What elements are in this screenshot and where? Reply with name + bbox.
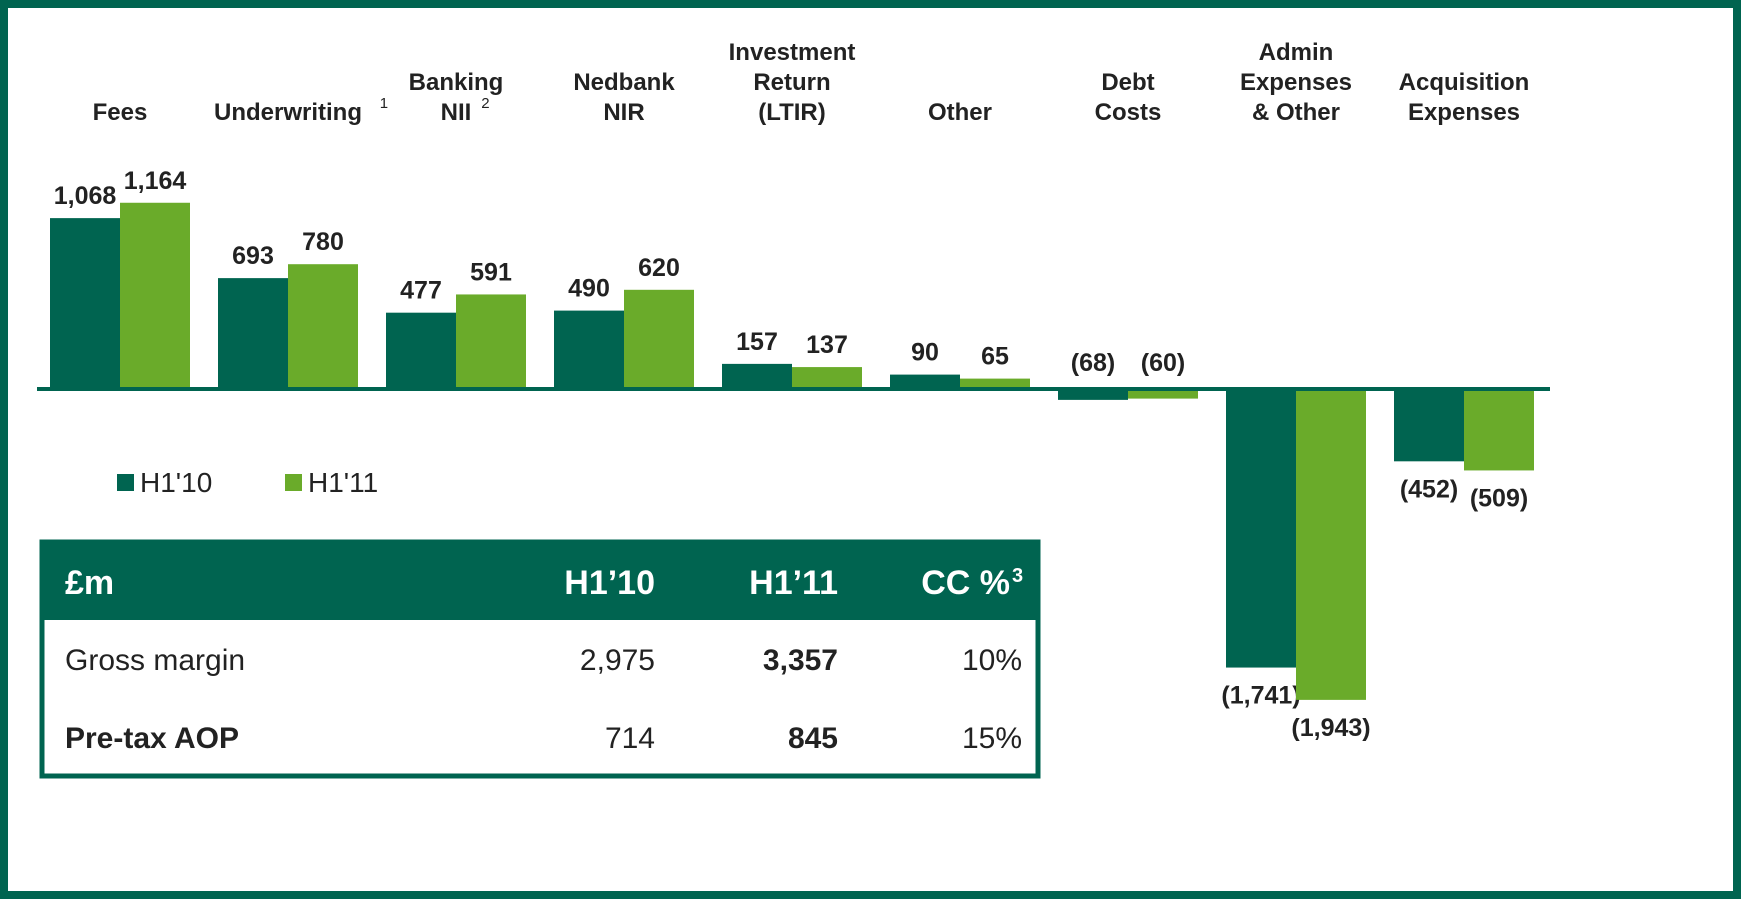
table-header-cell: H1’10	[564, 564, 655, 602]
category-label: Admin Expenses & Other	[1240, 39, 1352, 126]
category-line: NIR	[603, 99, 644, 126]
category-line: Underwriting	[214, 99, 362, 126]
category-line: & Other	[1252, 99, 1340, 126]
value-label: 90	[911, 339, 939, 367]
bar	[218, 278, 288, 389]
table-cell: Pre-tax AOP	[65, 722, 239, 755]
category-line: Acquisition	[1399, 69, 1530, 96]
category-label: Nedbank NIR	[573, 69, 675, 126]
value-label: 477	[400, 277, 442, 305]
value-label: 1,164	[124, 167, 187, 195]
value-label: 137	[806, 331, 848, 359]
category-label: Banking NII	[409, 69, 504, 126]
bar	[1296, 389, 1366, 700]
category-note: 2	[481, 95, 489, 112]
category-line: Expenses	[1408, 99, 1520, 126]
table-cell: 3,357	[763, 644, 838, 677]
bar	[792, 367, 862, 389]
value-label: (509)	[1470, 484, 1528, 512]
category-line: Debt	[1101, 69, 1154, 96]
value-label: 780	[302, 228, 344, 256]
value-label: (68)	[1071, 349, 1115, 377]
value-label: (452)	[1400, 475, 1458, 503]
table-cell: 10%	[962, 644, 1022, 677]
category-label: Fees	[93, 99, 148, 126]
table-cell: 15%	[962, 722, 1022, 755]
category-note: 1	[380, 95, 388, 112]
bar	[554, 310, 624, 389]
table-header	[42, 542, 1038, 620]
value-label: 693	[232, 242, 274, 270]
category-line: NII	[441, 99, 472, 126]
bar	[288, 264, 358, 389]
table-header-cell: CC %	[921, 564, 1010, 602]
category-line: Other	[928, 99, 992, 126]
category-label: Debt Costs	[1095, 69, 1162, 126]
category-line: Admin	[1259, 39, 1334, 66]
category-line: (LTIR)	[758, 99, 826, 126]
category-line: Costs	[1095, 99, 1162, 126]
bar	[624, 289, 694, 389]
table-header-cell: £m	[65, 564, 114, 602]
category-label: Underwriting	[214, 99, 362, 126]
legend-swatch	[285, 474, 302, 491]
category-line: Expenses	[1240, 69, 1352, 96]
value-label: 490	[568, 275, 610, 303]
legend-label: H1'11	[308, 467, 378, 498]
table-cell: 845	[788, 722, 838, 755]
table-cell: 714	[605, 722, 655, 755]
value-label: (60)	[1141, 349, 1185, 377]
bar	[50, 218, 120, 389]
table-header-note: 3	[1012, 565, 1023, 587]
value-label: 591	[470, 258, 512, 286]
value-label: 1,068	[54, 182, 117, 210]
bar	[120, 202, 190, 389]
table-header-cell: H1’11	[749, 564, 838, 602]
category-line: Nedbank	[573, 69, 675, 96]
table-cell: Gross margin	[65, 644, 245, 677]
value-label: 620	[638, 254, 680, 282]
bar	[960, 378, 1030, 389]
category-line: Fees	[93, 99, 148, 126]
category-label: Investment Return (LTIR)	[729, 39, 856, 126]
bar	[1128, 389, 1198, 399]
value-label: (1,741)	[1221, 682, 1300, 710]
legend-swatch	[117, 474, 134, 491]
bar	[1464, 389, 1534, 471]
value-label: (1,943)	[1291, 714, 1370, 742]
bar	[1394, 389, 1464, 462]
category-line: Banking	[409, 69, 504, 96]
bar	[386, 312, 456, 389]
bar	[1058, 389, 1128, 400]
bar	[722, 363, 792, 389]
category-label: Acquisition Expenses	[1399, 69, 1530, 126]
category-line: Return	[753, 69, 830, 96]
bar	[890, 374, 960, 389]
value-label: 157	[736, 328, 778, 356]
legend-label: H1'10	[140, 467, 212, 498]
value-label: 65	[981, 343, 1009, 371]
table-cell: 2,975	[580, 644, 655, 677]
category-label: Other	[928, 99, 992, 126]
bar	[1226, 389, 1296, 668]
bar	[456, 294, 526, 389]
category-line: Investment	[729, 39, 856, 66]
